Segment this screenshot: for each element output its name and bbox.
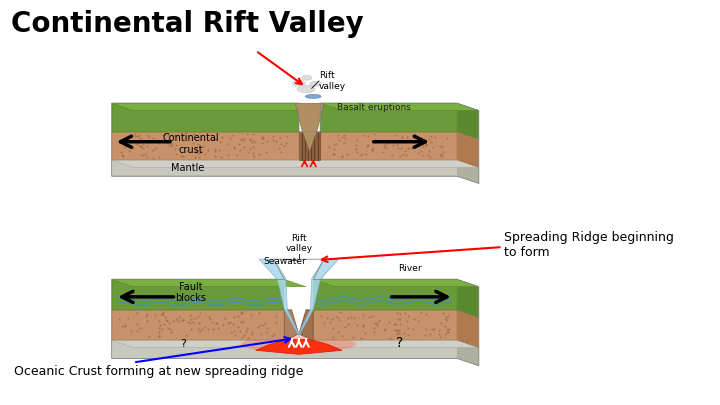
Polygon shape [313, 310, 457, 340]
Text: Continental Rift Valley: Continental Rift Valley [11, 10, 364, 38]
Text: Rift
valley: Rift valley [319, 71, 346, 91]
Polygon shape [320, 103, 457, 132]
Polygon shape [112, 103, 299, 132]
Text: ?: ? [396, 337, 403, 350]
Polygon shape [112, 340, 479, 347]
Polygon shape [112, 279, 306, 287]
Ellipse shape [305, 94, 321, 98]
Text: Seawater: Seawater [263, 257, 306, 266]
Polygon shape [112, 103, 320, 111]
Ellipse shape [302, 75, 312, 80]
Polygon shape [112, 310, 284, 340]
Polygon shape [256, 339, 342, 354]
Text: Fault
blocks: Fault blocks [175, 281, 207, 303]
Ellipse shape [292, 80, 305, 86]
Text: Oceanic Crust forming at new spreading ridge: Oceanic Crust forming at new spreading r… [14, 365, 304, 378]
Polygon shape [112, 279, 284, 310]
Polygon shape [295, 103, 324, 152]
Polygon shape [112, 132, 299, 160]
Text: River: River [399, 264, 422, 273]
Polygon shape [313, 279, 457, 310]
Polygon shape [284, 310, 299, 340]
Polygon shape [457, 103, 479, 139]
Ellipse shape [310, 81, 321, 86]
Polygon shape [112, 160, 479, 167]
Polygon shape [320, 132, 457, 160]
Polygon shape [320, 103, 479, 111]
Polygon shape [457, 340, 479, 366]
Polygon shape [112, 160, 457, 176]
Polygon shape [259, 259, 338, 336]
Text: Basalt eruptions: Basalt eruptions [337, 103, 411, 112]
Text: Spreading Ridge beginning
to form: Spreading Ridge beginning to form [504, 231, 674, 259]
Ellipse shape [241, 336, 356, 352]
Text: Mantle: Mantle [171, 163, 204, 173]
Polygon shape [457, 279, 479, 317]
Polygon shape [299, 310, 313, 340]
Polygon shape [299, 132, 320, 160]
Polygon shape [313, 279, 479, 287]
Polygon shape [457, 132, 479, 167]
Polygon shape [457, 160, 479, 183]
Text: ?: ? [181, 339, 186, 350]
Polygon shape [112, 340, 457, 358]
Polygon shape [457, 310, 479, 347]
Text: Rift
valley: Rift valley [285, 234, 312, 253]
Ellipse shape [297, 85, 315, 93]
Text: Continental
crust: Continental crust [163, 133, 219, 155]
